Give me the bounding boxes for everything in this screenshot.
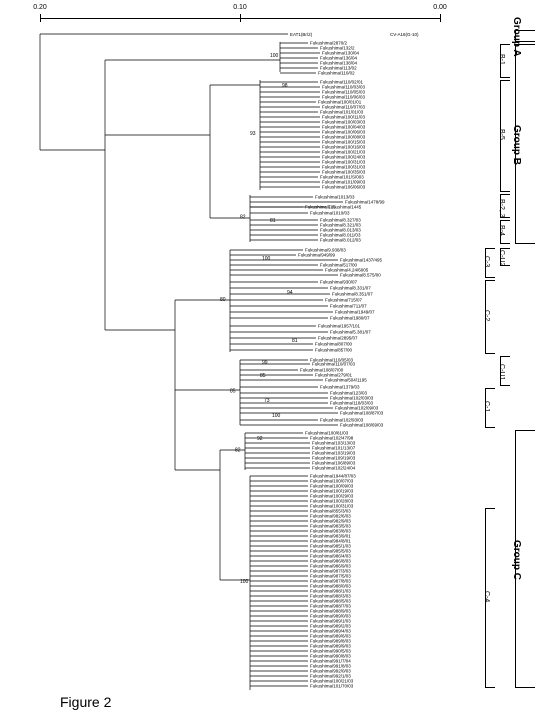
sub-group-bracket: C-U2 — [500, 248, 510, 266]
svg-text:100: 100 — [270, 53, 279, 59]
sub-group-bracket: B-5 — [500, 80, 510, 192]
svg-text:Fukushima/504/1195: Fukushima/504/1195 — [325, 378, 367, 383]
svg-text:Fukushima/108/69/03: Fukushima/108/69/03 — [340, 423, 384, 428]
sub-group-bracket: C-1 — [485, 388, 495, 428]
major-group-bracket: Group B — [515, 44, 535, 244]
svg-text:98: 98 — [282, 83, 288, 89]
svg-text:Fukushima/711/07: Fukushima/711/07 — [330, 304, 367, 309]
svg-text:CV-A16(G-10): CV-A16(G-10) — [390, 32, 419, 37]
scale-tick-label: 0.20 — [33, 4, 47, 11]
sub-group-bracket: B-2, 3 — [500, 194, 510, 218]
svg-text:Fukushima/8.331/07: Fukushima/8.331/07 — [330, 286, 371, 291]
major-group-bracket: Group C — [515, 430, 535, 688]
svg-text:Fukushima/949/99: Fukushima/949/99 — [298, 253, 336, 258]
svg-text:Fukushima/108/87/03: Fukushima/108/87/03 — [340, 411, 384, 416]
tree-svg: EAT1(Br/2)CV-A16(G-10)100Fukushima/2870/… — [10, 30, 440, 700]
scale-tick — [440, 14, 441, 22]
svg-text:100: 100 — [240, 579, 249, 585]
svg-text:93: 93 — [250, 131, 256, 137]
svg-text:85: 85 — [230, 389, 236, 395]
svg-text:EAT1(Br/2): EAT1(Br/2) — [290, 32, 313, 37]
sub-group-label: C-2 — [483, 310, 490, 321]
svg-text:73: 73 — [264, 398, 270, 404]
svg-text:81: 81 — [292, 338, 298, 344]
sub-group-bracket: C-2 — [485, 280, 495, 354]
sub-group-label: C-U1 — [498, 364, 505, 380]
sub-group-label: B-5 — [498, 129, 505, 140]
svg-text:Fukushima/105: Fukushima/105 — [305, 205, 336, 210]
svg-text:Fukushima/807/00: Fukushima/807/00 — [315, 342, 353, 347]
svg-text:Fukushima/110/07/03: Fukushima/110/07/03 — [312, 362, 355, 367]
svg-text:82: 82 — [240, 215, 246, 221]
sub-group-bracket: B-1 — [500, 44, 510, 78]
svg-text:Fukushima/1980/07: Fukushima/1980/07 — [330, 316, 370, 321]
sub-group-label: C-U2 — [498, 250, 505, 266]
svg-text:Fukushima/5.381/07: Fukushima/5.381/07 — [330, 330, 371, 335]
phylo-tree: EAT1(Br/2)CV-A16(G-10)100Fukushima/2870/… — [10, 30, 440, 700]
svg-text:82: 82 — [235, 448, 241, 454]
sub-group-bracket: C-U1 — [500, 356, 510, 386]
sub-group-label: B-4 — [498, 225, 505, 236]
sub-group-bracket: B-4 — [500, 220, 510, 244]
svg-text:100: 100 — [262, 256, 271, 262]
scale-tick-label: 0.00 — [433, 4, 447, 11]
svg-text:Fukushima/1010/03: Fukushima/1010/03 — [310, 211, 350, 216]
sub-group-label: C-4 — [483, 591, 490, 602]
svg-text:Fukushima/715/07: Fukushima/715/07 — [325, 298, 363, 303]
sub-group-label: C-3 — [483, 256, 490, 267]
svg-text:Fukushima/102/24/04: Fukushima/102/24/04 — [312, 466, 356, 471]
sub-group-label: B-1 — [498, 54, 505, 65]
sub-group-bracket: C-4 — [485, 508, 495, 688]
sub-group-label: C-1 — [483, 401, 490, 412]
figure-caption: Figure 2 — [60, 694, 111, 710]
scale-tick — [240, 14, 241, 22]
svg-text:Fukushima/8.351/07: Fukushima/8.351/07 — [332, 292, 373, 297]
svg-text:Fukushima/8.575/00: Fukushima/8.575/00 — [340, 273, 381, 278]
svg-text:Fukushima/857/00: Fukushima/857/00 — [315, 348, 353, 353]
svg-text:Fukushima/8.012/03: Fukushima/8.012/03 — [320, 238, 361, 243]
svg-text:Fukushima/106/06/03: Fukushima/106/06/03 — [322, 185, 366, 190]
svg-text:80: 80 — [220, 297, 226, 303]
svg-text:85: 85 — [260, 373, 266, 379]
scale-tick-label: 0.10 — [233, 4, 247, 11]
svg-text:99: 99 — [262, 360, 268, 366]
svg-text:92: 92 — [257, 436, 263, 442]
svg-text:100: 100 — [272, 413, 281, 419]
svg-text:Fukushima/110/02: Fukushima/110/02 — [318, 71, 355, 76]
sub-group-label: B-2, 3 — [498, 199, 505, 218]
svg-text:Fukushima/1379/03: Fukushima/1379/03 — [320, 385, 360, 390]
svg-text:Fukushima/1957/101: Fukushima/1957/101 — [318, 324, 361, 329]
svg-text:81: 81 — [270, 218, 276, 224]
scale-tick — [40, 14, 41, 22]
major-group-bracket: Group A — [515, 30, 535, 42]
svg-text:Fukushima/2895/07: Fukushima/2895/07 — [318, 336, 358, 341]
svg-text:Fukushima/1949/07: Fukushima/1949/07 — [335, 310, 375, 315]
major-group-label: Group B — [511, 125, 522, 165]
svg-text:Fukushima/101/70/03: Fukushima/101/70/03 — [310, 684, 354, 689]
group-labels: Group A Group B Group C B-1 B-5 B-2, 3 B-4 C-U2… — [450, 30, 540, 690]
svg-text:Fukushima/930/07: Fukushima/930/07 — [320, 280, 358, 285]
sub-group-bracket: C-3 — [485, 248, 495, 278]
major-group-label: Group C — [511, 540, 522, 580]
svg-text:94: 94 — [287, 290, 293, 296]
scale-bar: 0.200.100.00 — [40, 10, 440, 30]
